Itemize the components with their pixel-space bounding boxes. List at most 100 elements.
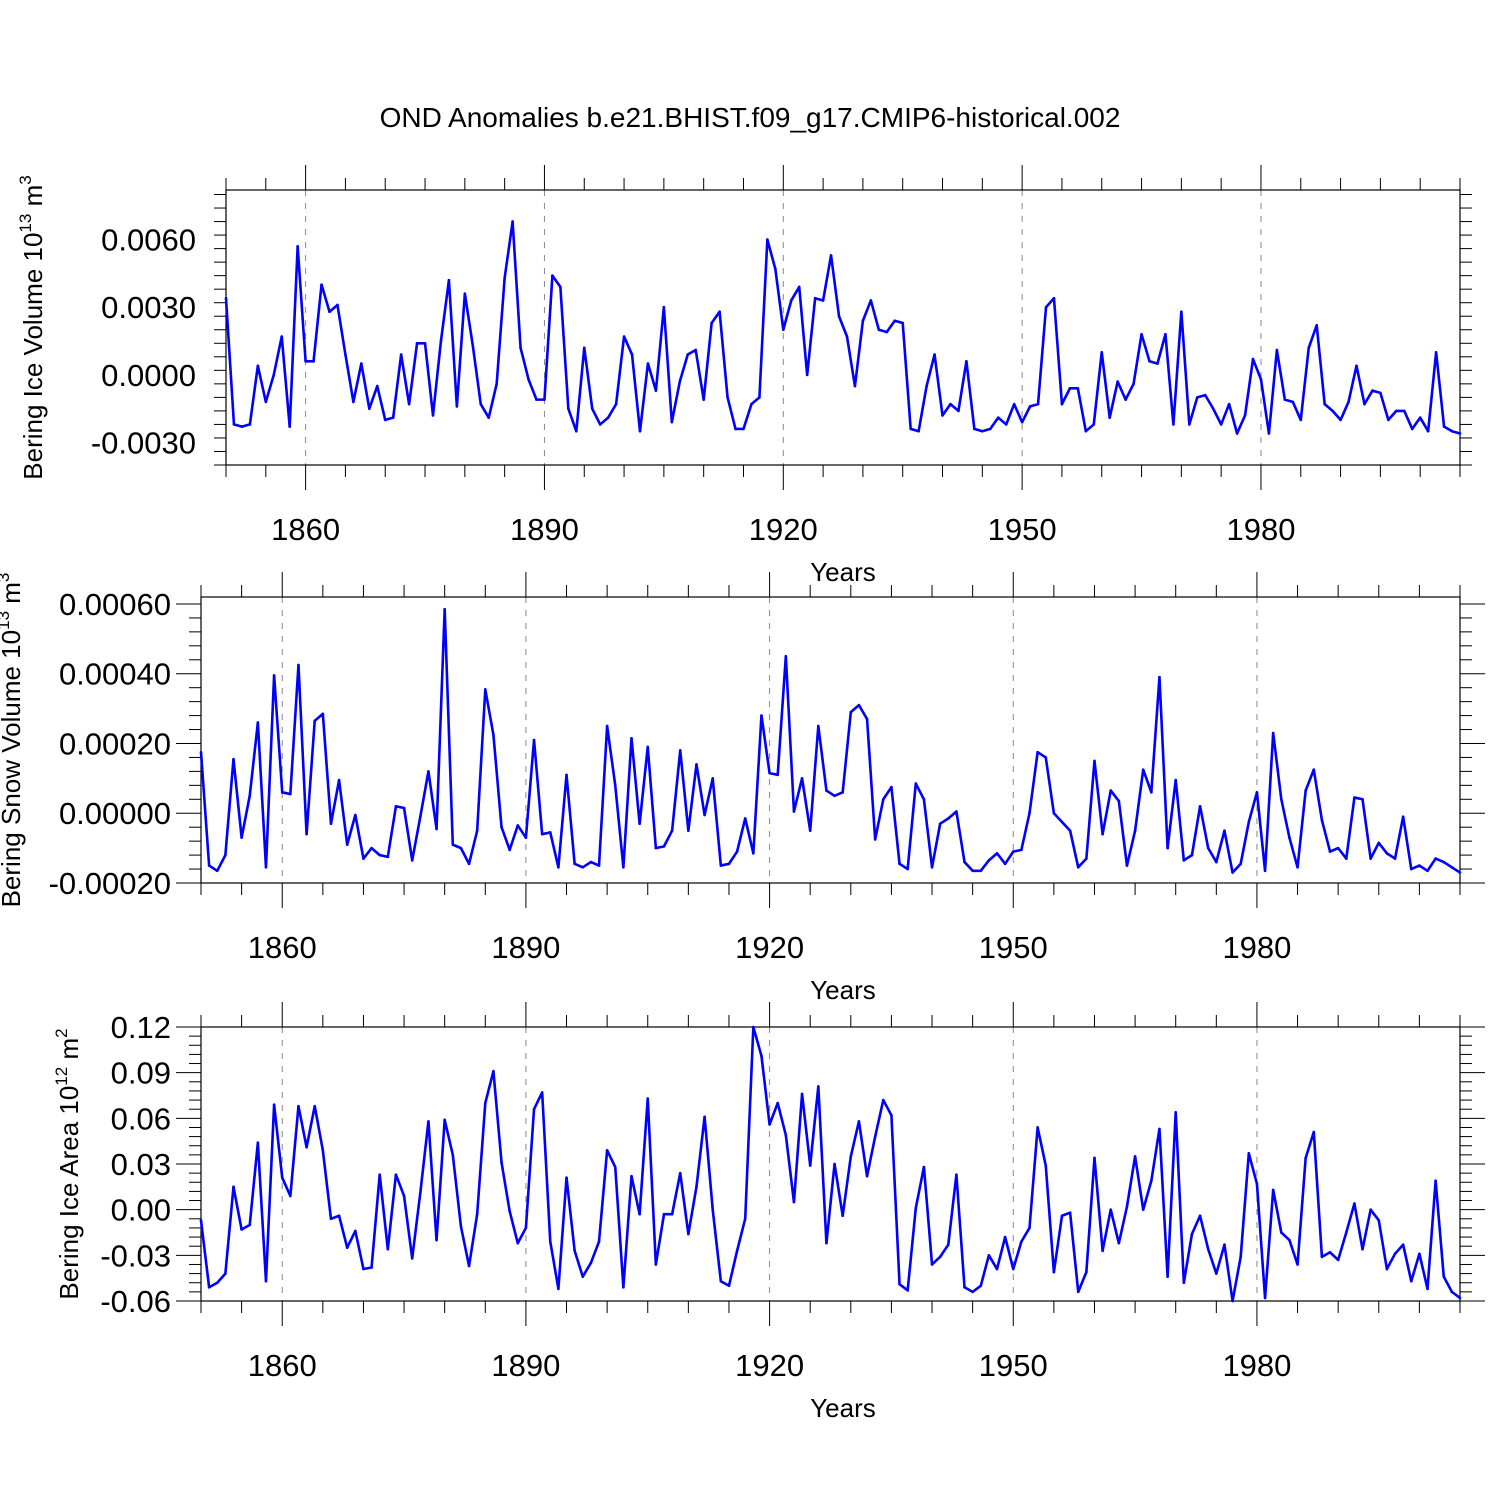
data-point — [686, 353, 690, 356]
data-point — [1020, 848, 1023, 852]
x-axis-label: Years — [810, 557, 876, 587]
data-point — [784, 654, 788, 658]
data-point — [1219, 423, 1223, 426]
data-point — [431, 414, 435, 417]
data-point — [1158, 1127, 1161, 1131]
plot-frame — [225, 189, 1461, 466]
data-point — [597, 864, 601, 867]
data-point — [459, 846, 463, 850]
data-point — [1458, 432, 1462, 435]
data-point — [386, 855, 390, 859]
data-point — [232, 423, 236, 426]
data-point — [296, 245, 299, 248]
y-tick-label: 0.00020 — [59, 726, 171, 761]
data-point — [1206, 1247, 1210, 1251]
data-point — [1174, 778, 1178, 782]
data-point — [459, 1225, 463, 1228]
data-point — [1401, 815, 1405, 819]
data-point — [1255, 1182, 1259, 1186]
data-point — [702, 398, 705, 401]
data-point — [1426, 429, 1430, 433]
data-point — [735, 850, 739, 853]
x-tick-label: 1980 — [1222, 930, 1291, 965]
y-tick-label: 0.09 — [111, 1056, 171, 1091]
data-point — [516, 824, 520, 827]
data-point — [882, 1098, 885, 1102]
data-point — [710, 321, 713, 325]
data-point — [727, 1284, 731, 1288]
data-point — [1312, 768, 1316, 771]
data-point — [805, 373, 809, 377]
data-point — [280, 1176, 284, 1179]
data-point — [551, 274, 554, 277]
data-point — [1227, 402, 1231, 406]
data-point — [559, 285, 562, 289]
series-line — [224, 220, 1461, 435]
data-point — [1166, 1275, 1169, 1278]
data-point — [1215, 860, 1218, 864]
data-point — [813, 296, 817, 300]
data-point — [410, 859, 414, 862]
data-point — [475, 1212, 479, 1216]
data-point — [345, 1246, 349, 1250]
data-point — [938, 1255, 942, 1259]
plot-frame — [200, 596, 1461, 884]
data-point — [687, 1232, 690, 1236]
data-point — [1331, 409, 1334, 413]
data-point — [1180, 310, 1183, 314]
data-point — [336, 303, 339, 307]
y-axis-label-space — [18, 261, 48, 268]
data-point — [375, 384, 379, 388]
data-point — [1255, 791, 1259, 794]
data-point — [914, 1206, 918, 1210]
data-point — [1084, 429, 1088, 433]
y-tick-label: 0.00000 — [59, 796, 171, 831]
data-point — [1320, 818, 1324, 822]
data-point — [1117, 799, 1121, 803]
data-point — [1100, 351, 1104, 354]
data-point — [272, 1103, 276, 1106]
data-point — [415, 341, 419, 345]
data-point — [1263, 869, 1267, 873]
data-point — [581, 866, 585, 869]
data-point — [1393, 1252, 1397, 1256]
data-point — [378, 1173, 382, 1176]
data-point — [1182, 1281, 1186, 1285]
data-point — [719, 864, 723, 867]
x-tick-label: 1980 — [1222, 1348, 1291, 1383]
data-point — [565, 773, 568, 777]
data-point — [1288, 836, 1291, 839]
data-point — [646, 745, 650, 749]
data-point — [527, 378, 530, 381]
data-point — [1060, 1214, 1064, 1218]
data-point — [1028, 405, 1032, 408]
data-point — [1355, 364, 1358, 368]
data-point — [1361, 797, 1364, 801]
data-point — [1363, 402, 1366, 406]
data-point — [829, 254, 833, 257]
data-point — [925, 384, 928, 388]
data-point — [1174, 1110, 1178, 1114]
data-point — [1012, 402, 1016, 406]
data-point — [1060, 402, 1064, 406]
data-point — [995, 1267, 999, 1271]
data-point — [849, 1155, 853, 1158]
plot-frame — [200, 1026, 1461, 1302]
data-point — [337, 1214, 341, 1218]
figure-title: OND Anomalies b.e21.BHIST.f09_g17.CMIP6-… — [380, 102, 1121, 133]
data-point — [368, 407, 371, 410]
y-tick-label: 0.0030 — [101, 290, 196, 325]
data-point — [792, 1200, 796, 1204]
data-point — [386, 1247, 390, 1251]
data-point — [224, 296, 228, 300]
data-point — [199, 750, 203, 754]
data-point — [898, 1282, 901, 1286]
data-point — [906, 867, 909, 871]
data-point — [865, 717, 869, 721]
data-point — [1315, 323, 1318, 327]
data-point — [419, 815, 422, 819]
data-point — [435, 827, 438, 831]
data-point — [1239, 862, 1242, 866]
data-point — [1369, 1208, 1372, 1211]
data-point — [467, 862, 471, 866]
